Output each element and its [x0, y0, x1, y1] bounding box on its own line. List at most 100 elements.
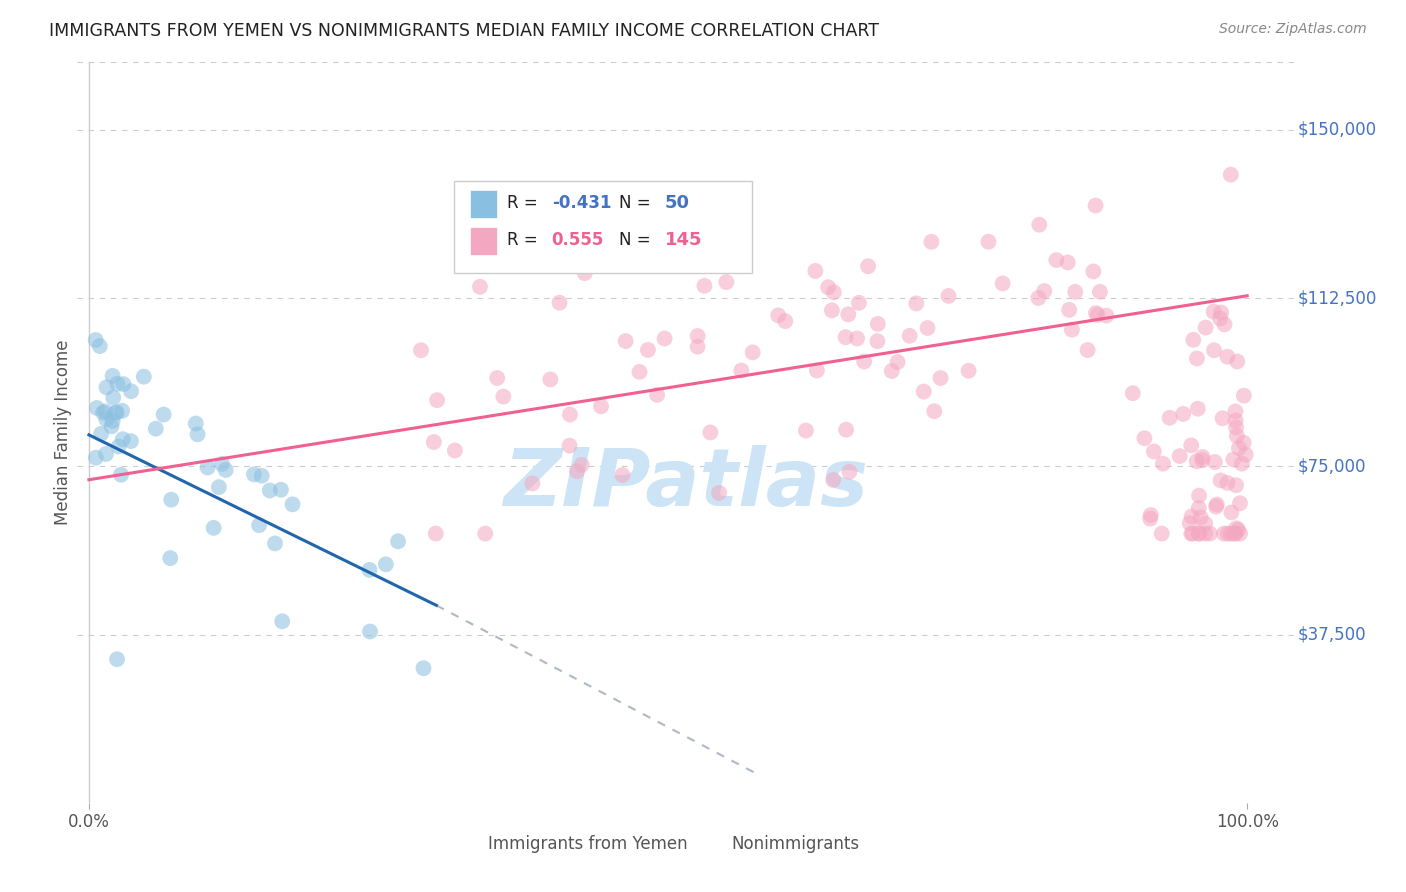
Point [823, 473, 845, 487]
Point [86, 401, 108, 415]
Text: IMMIGRANTS FROM YEMEN VS NONIMMIGRANTS MEDIAN FAMILY INCOME CORRELATION CHART: IMMIGRANTS FROM YEMEN VS NONIMMIGRANTS M… [49, 22, 879, 40]
Point [1033, 284, 1056, 298]
Point [423, 435, 446, 450]
Point [821, 303, 844, 318]
Point [920, 235, 942, 249]
Point [486, 371, 509, 385]
Point [387, 534, 409, 549]
Point [1230, 457, 1253, 471]
Text: $37,500: $37,500 [1298, 625, 1365, 643]
Text: $112,500: $112,500 [1298, 289, 1376, 307]
Point [1229, 496, 1251, 510]
Point [693, 278, 716, 293]
Point [359, 624, 381, 639]
Point [716, 275, 738, 289]
Point [1188, 526, 1211, 541]
Point [1219, 168, 1241, 182]
Point [1202, 343, 1225, 358]
Point [957, 364, 980, 378]
Point [856, 259, 879, 273]
Y-axis label: Median Family Income: Median Family Income [53, 340, 72, 525]
Point [1180, 438, 1202, 452]
Point [548, 295, 571, 310]
Point [1223, 526, 1246, 541]
Point [90, 426, 112, 441]
Point [1045, 253, 1067, 268]
Point [686, 340, 709, 354]
Point [1194, 516, 1216, 531]
Point [922, 404, 945, 418]
Point [96, 380, 118, 394]
Point [838, 465, 860, 479]
Point [1122, 386, 1144, 401]
Point [1212, 411, 1234, 425]
Point [1222, 452, 1244, 467]
FancyBboxPatch shape [470, 190, 496, 218]
Point [270, 483, 292, 497]
Point [215, 463, 238, 477]
Point [1028, 218, 1050, 232]
Point [1202, 304, 1225, 318]
Point [1057, 302, 1080, 317]
Point [1150, 526, 1173, 541]
Point [187, 427, 209, 442]
Point [886, 355, 908, 369]
FancyBboxPatch shape [470, 227, 496, 255]
Point [1181, 509, 1204, 524]
Point [1139, 511, 1161, 525]
Point [105, 376, 128, 391]
Point [1083, 264, 1105, 278]
Point [817, 280, 839, 294]
Point [977, 235, 1000, 249]
Point [1204, 455, 1226, 469]
Point [835, 423, 858, 437]
Text: 50: 50 [665, 194, 690, 212]
Point [804, 264, 827, 278]
Point [409, 343, 432, 358]
Point [208, 480, 231, 494]
Point [823, 285, 845, 300]
Text: -0.431: -0.431 [551, 194, 612, 212]
Point [905, 296, 928, 310]
Point [522, 476, 544, 491]
Point [1213, 318, 1236, 332]
Point [1143, 444, 1166, 458]
Point [264, 536, 287, 550]
Text: 145: 145 [665, 231, 702, 249]
Point [1225, 526, 1247, 541]
Point [132, 369, 155, 384]
Point [1209, 474, 1232, 488]
Point [91, 406, 114, 420]
FancyBboxPatch shape [697, 830, 724, 857]
Point [1056, 255, 1078, 269]
Point [1220, 505, 1243, 519]
Point [1229, 526, 1251, 541]
Point [111, 404, 134, 418]
Point [197, 460, 219, 475]
Point [917, 321, 939, 335]
Point [492, 390, 515, 404]
Point [866, 317, 889, 331]
Point [211, 457, 233, 471]
Point [104, 406, 127, 420]
Point [103, 391, 125, 405]
Point [1064, 285, 1087, 299]
Point [880, 364, 903, 378]
Point [766, 308, 789, 322]
Point [1178, 516, 1201, 530]
Point [105, 405, 128, 419]
Point [834, 330, 856, 344]
Point [574, 266, 596, 280]
Text: Immigrants from Yemen: Immigrants from Yemen [488, 835, 688, 853]
Point [741, 345, 763, 359]
Point [637, 343, 659, 357]
Point [1152, 457, 1174, 471]
Point [100, 419, 122, 434]
Point [699, 425, 721, 440]
Point [1219, 526, 1241, 541]
Point [84, 450, 107, 465]
Point [645, 388, 668, 402]
Point [152, 408, 174, 422]
Point [426, 393, 449, 408]
Point [1233, 389, 1256, 403]
